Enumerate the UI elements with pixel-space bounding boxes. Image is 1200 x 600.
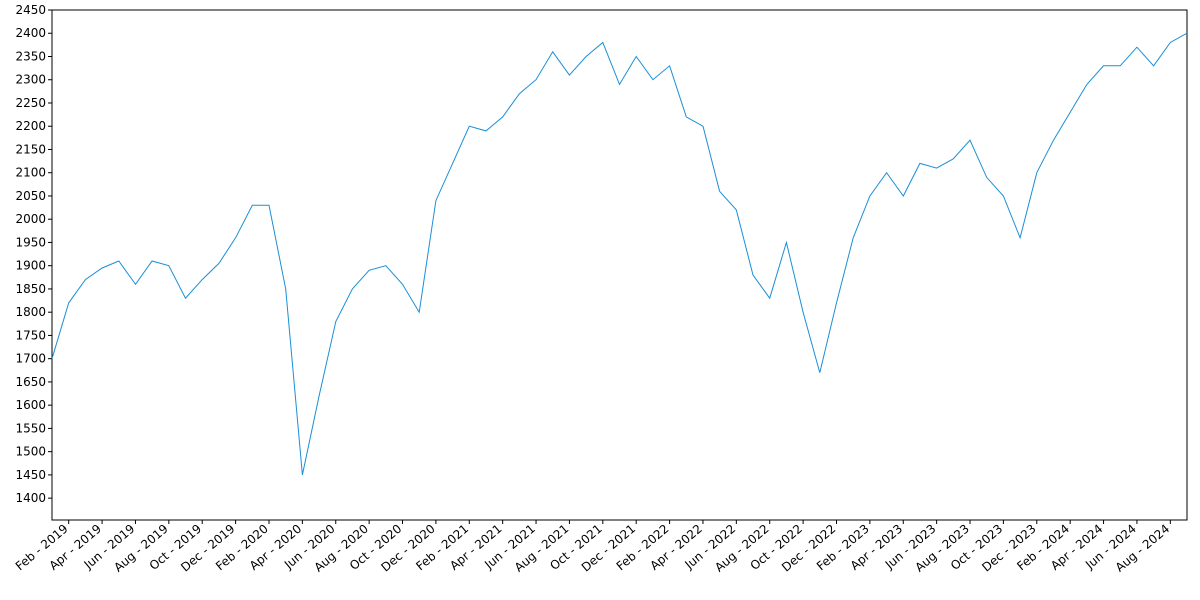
- data-line: [51, 32, 1188, 476]
- y-tick-label: 2050: [15, 189, 46, 203]
- y-tick-label: 1750: [15, 328, 46, 342]
- y-tick-label: 1400: [15, 491, 46, 505]
- y-tick-label: 1500: [15, 445, 46, 459]
- y-tick-label: 1550: [15, 421, 46, 435]
- y-tick-label: 1950: [15, 235, 46, 249]
- y-tick-label: 1850: [15, 282, 46, 296]
- y-tick-label: 2300: [15, 73, 46, 87]
- y-tick-label: 2100: [15, 166, 46, 180]
- plot-frame: [51, 9, 1188, 521]
- y-tick-label: 2350: [15, 49, 46, 63]
- y-tick-label: 2150: [15, 142, 46, 156]
- y-tick-label: 1450: [15, 468, 46, 482]
- y-tick-label: 1650: [15, 375, 46, 389]
- y-tick-label: 2400: [15, 26, 46, 40]
- y-tick-label: 2250: [15, 96, 46, 110]
- y-tick-label: 1600: [15, 398, 46, 412]
- y-tick-label: 2200: [15, 119, 46, 133]
- y-tick-label: 2450: [15, 3, 46, 17]
- y-tick-label: 1700: [15, 352, 46, 366]
- y-tick-label: 1800: [15, 305, 46, 319]
- y-tick-label: 1900: [15, 259, 46, 273]
- y-tick-label: 2000: [15, 212, 46, 226]
